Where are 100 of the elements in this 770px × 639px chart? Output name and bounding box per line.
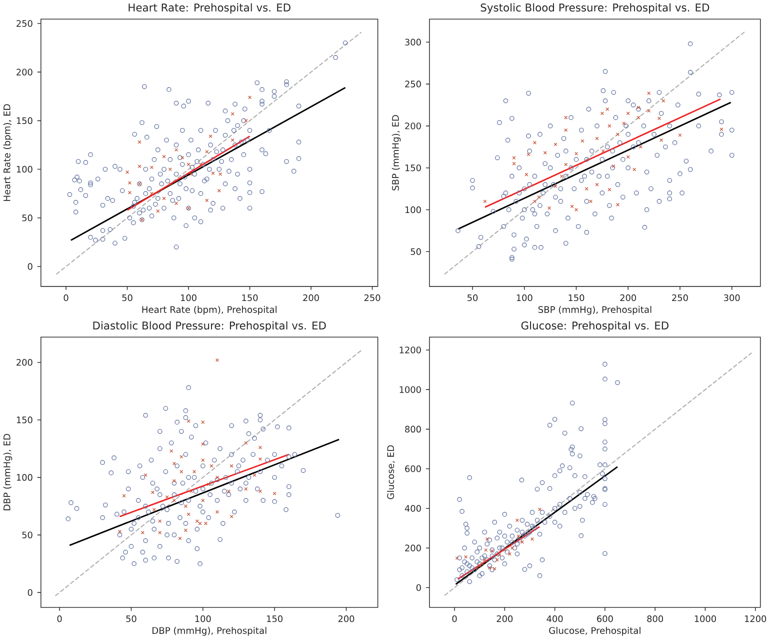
x-tick-label: 50 xyxy=(126,615,136,622)
point xyxy=(464,555,468,559)
point xyxy=(537,195,541,199)
point xyxy=(485,537,489,541)
point xyxy=(616,202,620,206)
x-tick-label: 100 xyxy=(516,294,532,302)
y-tick-label: 100 xyxy=(405,206,421,214)
point xyxy=(244,487,248,491)
point xyxy=(158,530,162,534)
point xyxy=(217,188,221,192)
y-tick-label: 300 xyxy=(405,38,421,46)
y-tick-label: 600 xyxy=(405,465,421,472)
point xyxy=(178,536,182,540)
point xyxy=(678,133,682,137)
y-tick-label: 0 xyxy=(28,589,32,596)
point xyxy=(174,148,178,152)
point xyxy=(180,454,184,458)
point xyxy=(510,546,514,550)
y-tick-label: 150 xyxy=(16,416,32,424)
x-tick-label: 200 xyxy=(303,294,319,302)
point xyxy=(647,91,651,95)
y-tick-label: 200 xyxy=(16,359,32,366)
y-axis-title: Glucose, ED xyxy=(387,445,395,500)
point xyxy=(482,558,486,562)
point xyxy=(480,562,484,566)
y-tick-label: 0 xyxy=(28,263,32,270)
point xyxy=(574,152,578,156)
point xyxy=(601,149,605,153)
point xyxy=(192,470,196,474)
point xyxy=(626,112,630,116)
point xyxy=(190,489,194,493)
y-tick-label: 100 xyxy=(16,166,32,173)
point xyxy=(184,504,188,508)
x-tick-label: 400 xyxy=(546,615,563,622)
point xyxy=(554,142,558,146)
y-tick-label: 150 xyxy=(16,117,32,124)
point xyxy=(122,494,126,498)
point xyxy=(180,156,184,160)
x-tick-label: 250 xyxy=(672,294,688,302)
point xyxy=(608,188,612,192)
point xyxy=(180,470,184,474)
point xyxy=(205,150,209,154)
point xyxy=(215,510,219,514)
y-axis-title: DBP (mmHg), ED xyxy=(3,434,12,510)
x-axis-title: DBP (mmHg), Prehospital xyxy=(152,626,266,636)
x-tick-label: 150 xyxy=(267,615,282,622)
point xyxy=(508,552,512,556)
point xyxy=(204,522,208,526)
x-tick-label: 50 xyxy=(122,294,132,302)
point xyxy=(195,519,199,523)
point xyxy=(138,140,142,144)
chart-title: Diastolic Blood Pressure: Prehospital vs. ED xyxy=(93,321,326,332)
y-tick-label: 250 xyxy=(405,80,421,88)
y-axis-title: Heart Rate (bpm), ED xyxy=(3,104,12,201)
point xyxy=(198,522,202,526)
y-tick-label: 800 xyxy=(405,426,421,433)
x-tick-label: 0 xyxy=(452,615,457,622)
point xyxy=(512,162,516,166)
point xyxy=(533,200,537,204)
point xyxy=(538,508,542,512)
point xyxy=(543,150,547,154)
point xyxy=(140,530,144,534)
point xyxy=(589,200,593,204)
y-tick-label: 50 xyxy=(22,532,32,538)
point xyxy=(150,490,154,494)
point xyxy=(230,464,234,468)
point xyxy=(158,519,162,523)
x-tick-label: 150 xyxy=(242,294,258,302)
x-tick-label: 100 xyxy=(181,294,196,302)
point xyxy=(258,457,262,461)
point xyxy=(138,164,142,168)
point xyxy=(128,190,132,194)
x-tick-label: 200 xyxy=(620,294,636,302)
x-tick-label: 0 xyxy=(64,294,68,302)
point xyxy=(244,118,248,122)
point xyxy=(172,498,176,502)
x-tick-label: 600 xyxy=(597,615,613,622)
x-tick-label: 100 xyxy=(195,615,211,622)
y-tick-label: 200 xyxy=(405,122,421,130)
point xyxy=(595,182,599,186)
point xyxy=(455,556,459,560)
point xyxy=(230,514,234,518)
point xyxy=(502,548,506,552)
x-tick-label: 1200 xyxy=(745,615,766,622)
point xyxy=(201,498,205,502)
point xyxy=(258,446,262,450)
point xyxy=(647,109,651,113)
point xyxy=(208,134,212,138)
point xyxy=(168,168,172,172)
point xyxy=(720,128,724,132)
point xyxy=(548,206,552,210)
y-tick-label: 200 xyxy=(405,544,421,552)
point xyxy=(484,548,488,552)
point xyxy=(201,442,205,446)
point xyxy=(215,358,219,362)
point xyxy=(516,534,520,538)
point xyxy=(574,208,578,212)
point xyxy=(622,122,626,126)
x-tick-label: 800 xyxy=(647,615,663,622)
point xyxy=(564,116,568,120)
